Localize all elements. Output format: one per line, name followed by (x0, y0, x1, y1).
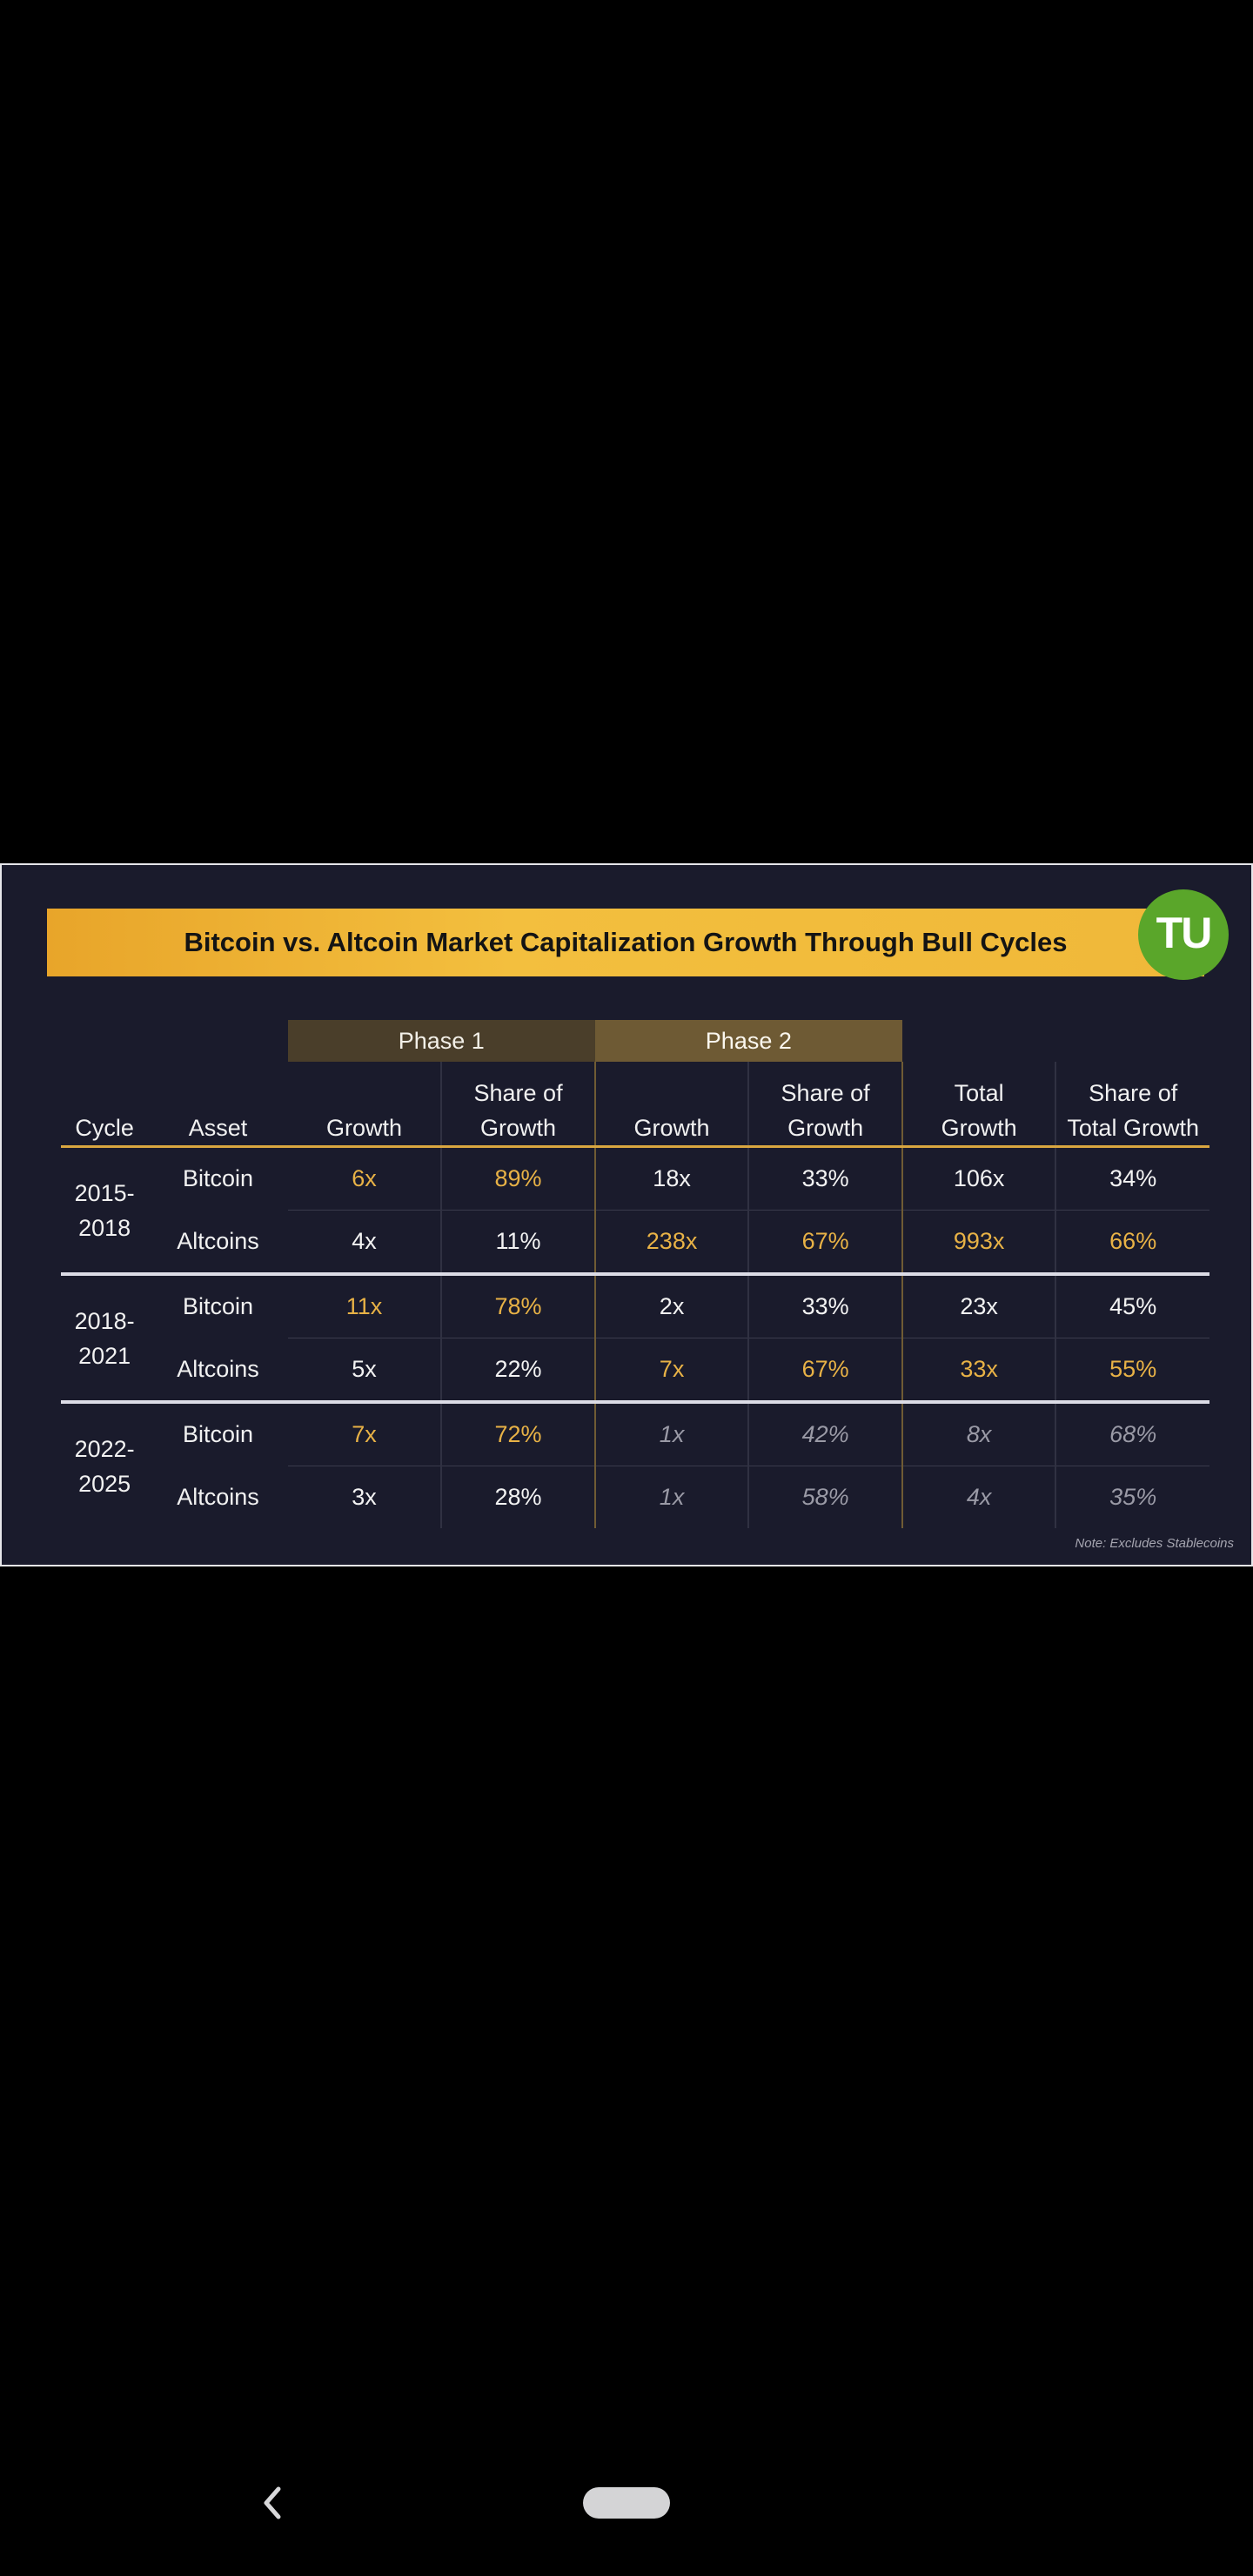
table-cell: 42% (747, 1402, 903, 1466)
chevron-left-icon (264, 2486, 281, 2519)
asset-label: Bitcoin (183, 1421, 254, 1448)
phase-2-header: Phase 2 (594, 1020, 902, 1062)
column-header-row: Cycle Asset Growth Share of Growth Growt… (61, 1062, 1209, 1147)
shared-image[interactable]: Bitcoin vs. Altcoin Market Capitalizatio… (0, 863, 1253, 1566)
growth-table: Phase 1 Phase 2 Cycle Asset Growth Share… (61, 1020, 1209, 1528)
table-cell: 78% (440, 1274, 595, 1338)
column-header: Share of Total Growth (1055, 1062, 1209, 1147)
table-cell: 1x (593, 1466, 749, 1528)
table-row: 2015- 2018 Bitcoin 6x 89% 18x 33% 106x 34% (61, 1146, 1209, 1241)
back-button[interactable] (258, 2485, 289, 2520)
table-cell: 67% (747, 1210, 903, 1274)
table-cell: 18x (593, 1146, 749, 1211)
asset-label: Altcoins (177, 1483, 259, 1510)
table-cell: 28% (440, 1466, 595, 1528)
table-cell: 33x (960, 1356, 998, 1382)
table-row: 2022- 2025 Bitcoin 7x 72% 1x 42% 8x 68% (61, 1402, 1209, 1497)
table-cell: 23x (901, 1274, 1056, 1338)
table-cell: 7x (287, 1402, 442, 1466)
logo-text: TU (1156, 909, 1213, 957)
spacer (148, 1020, 287, 1062)
table-cell: 2x (593, 1274, 749, 1338)
table-body: 2015- 2018 Bitcoin 6x 89% 18x 33% 106x 34% Altco… (61, 1146, 1209, 1528)
table-cell: 34% (1055, 1146, 1209, 1211)
table-cell: 11x (287, 1274, 442, 1338)
table-cell: 72% (440, 1402, 595, 1466)
phase-header-row: Phase 1 Phase 2 (61, 1020, 1209, 1062)
spacer (61, 1020, 148, 1062)
table-cell: 33% (747, 1274, 903, 1338)
table-cell: 33% (747, 1146, 903, 1211)
title-banner: Bitcoin vs. Altcoin Market Capitalizatio… (47, 909, 1204, 976)
table-cell: 68% (1055, 1402, 1209, 1466)
table-cell: 4x (966, 1484, 992, 1510)
column-header: Growth (326, 1115, 403, 1141)
table-cell: 45% (1055, 1274, 1209, 1338)
asset-label: Bitcoin (183, 1293, 254, 1320)
table-row: Altcoins 3x 28% 1x 58% 4x 35% (61, 1466, 1209, 1528)
table-cell: 238x (593, 1210, 749, 1274)
table-cell: 4x (352, 1228, 377, 1254)
table-cell: 8x (901, 1402, 1056, 1466)
asset-label: Altcoins (177, 1355, 259, 1382)
asset-label: Altcoins (177, 1227, 259, 1254)
spacer (1055, 1020, 1209, 1062)
table-cell: 6x (287, 1146, 442, 1211)
table-cell: 58% (747, 1466, 903, 1528)
table-cell: 55% (1055, 1338, 1209, 1402)
column-header: Asset (188, 1115, 248, 1141)
table-cell: 35% (1055, 1466, 1209, 1528)
column-header: Growth (593, 1062, 749, 1147)
chart-title: Bitcoin vs. Altcoin Market Capitalizatio… (184, 927, 1068, 957)
column-header: Cycle (75, 1115, 134, 1141)
table-cell: 22% (440, 1338, 595, 1402)
table-cell: 7x (593, 1338, 749, 1402)
asset-label: Bitcoin (183, 1165, 254, 1192)
cycle-label: 2015- 2018 (74, 1179, 135, 1241)
phase-1-header: Phase 1 (287, 1020, 595, 1062)
column-header: Total Growth (941, 1080, 1017, 1141)
table-cell: 67% (747, 1338, 903, 1402)
table-cell: 993x (953, 1228, 1005, 1254)
cycle-label: 2018- 2021 (74, 1307, 135, 1369)
table-row: 2018- 2021 Bitcoin 11x 78% 2x 33% 23x 45% (61, 1274, 1209, 1369)
table-cell: 5x (352, 1356, 377, 1382)
column-header: Share of Growth (440, 1062, 595, 1147)
home-button[interactable] (583, 2487, 670, 2519)
table-cell: 1x (593, 1402, 749, 1466)
table-row: Altcoins 5x 22% 7x 67% 33x 55% (61, 1338, 1209, 1402)
table-cell: 11% (440, 1210, 595, 1274)
table-cell: 106x (901, 1146, 1056, 1211)
table-cell: 3x (352, 1484, 377, 1510)
table-row: Altcoins 4x 11% 238x 67% 993x 66% (61, 1210, 1209, 1274)
spacer (902, 1020, 1056, 1062)
table-cell: 89% (440, 1146, 595, 1211)
column-header: Share of Growth (747, 1062, 903, 1147)
table-cell: 66% (1055, 1210, 1209, 1274)
tu-logo: TU (1138, 889, 1229, 980)
footnote: Note: Excludes Stablecoins (1075, 1536, 1234, 1551)
cycle-label: 2022- 2025 (74, 1435, 135, 1497)
